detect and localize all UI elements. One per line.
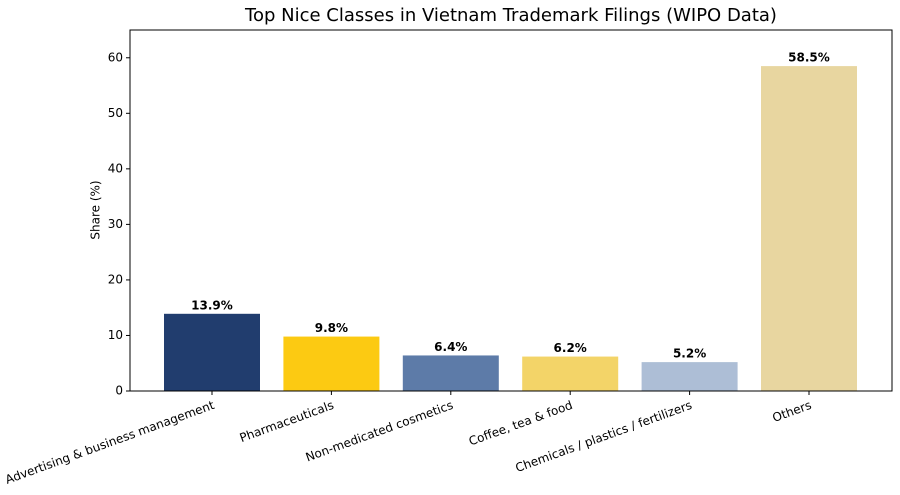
value-label: 6.4%	[434, 340, 467, 354]
bar	[402, 355, 499, 391]
plot-frame	[129, 29, 893, 392]
y-axis-label: Share (%)	[89, 180, 103, 239]
value-label: 5.2%	[673, 347, 706, 361]
x-tick-label: Others	[771, 398, 814, 425]
chart-title: Top Nice Classes in Vietnam Trademark Fi…	[244, 5, 777, 26]
value-label: 13.9%	[191, 298, 233, 312]
y-tick-label: 50	[108, 106, 123, 120]
value-label: 6.2%	[554, 341, 587, 355]
value-label: 9.8%	[315, 321, 348, 335]
bar	[283, 336, 380, 391]
x-tick-label: Pharmaceuticals	[238, 398, 336, 445]
y-tick-label: 0	[115, 384, 123, 398]
y-tick-label: 60	[108, 50, 123, 64]
y-tick-label: 30	[108, 217, 123, 231]
bar	[641, 362, 738, 391]
y-tick-label: 10	[108, 328, 123, 342]
bar	[164, 313, 260, 391]
y-tick-label: 40	[108, 161, 123, 175]
bar	[761, 66, 857, 391]
x-tick-label: Advertising & business management	[3, 398, 216, 487]
bar	[522, 356, 619, 391]
value-label: 58.5%	[788, 51, 830, 65]
y-tick-label: 20	[108, 272, 123, 286]
x-tick-label: Coffee, tea & food	[467, 398, 575, 449]
